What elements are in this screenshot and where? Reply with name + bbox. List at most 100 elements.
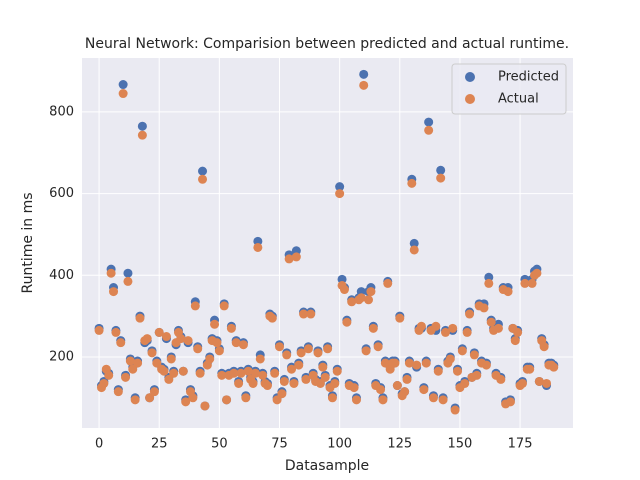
x-tick-label: 100 <box>327 437 352 452</box>
point <box>481 360 491 370</box>
point <box>296 348 306 358</box>
point <box>164 374 174 384</box>
point <box>493 323 503 333</box>
point <box>243 366 253 376</box>
point <box>368 323 378 333</box>
point <box>121 372 131 382</box>
point <box>438 395 448 405</box>
point <box>190 301 200 311</box>
point <box>400 387 410 397</box>
point <box>118 89 128 99</box>
point <box>424 125 434 135</box>
point <box>130 395 140 405</box>
point <box>373 342 383 352</box>
point <box>181 397 191 407</box>
point <box>109 287 119 297</box>
point <box>137 130 147 140</box>
point <box>255 354 265 364</box>
point <box>339 285 349 295</box>
point <box>527 278 537 288</box>
point <box>332 366 342 376</box>
point <box>462 327 472 337</box>
point <box>503 287 513 297</box>
point <box>484 278 494 288</box>
x-tick-label: 175 <box>508 437 533 452</box>
point <box>159 366 169 376</box>
point <box>376 385 386 395</box>
point <box>248 378 258 388</box>
point <box>320 372 330 382</box>
point <box>457 346 467 356</box>
point <box>525 364 535 374</box>
point <box>407 178 417 188</box>
x-tick-label: 150 <box>448 437 473 452</box>
point <box>161 332 171 342</box>
point <box>154 327 164 337</box>
point <box>445 354 455 364</box>
point <box>421 358 431 368</box>
point <box>99 378 109 388</box>
point <box>440 327 450 337</box>
point <box>210 319 220 329</box>
point <box>433 366 443 376</box>
point <box>416 321 426 331</box>
point <box>111 327 121 337</box>
point <box>359 69 369 79</box>
point <box>513 327 523 337</box>
point <box>133 358 143 368</box>
point <box>402 374 412 384</box>
point <box>287 364 297 374</box>
point <box>412 360 422 370</box>
point <box>214 346 224 356</box>
legend-box <box>451 63 567 115</box>
point <box>226 323 236 333</box>
point <box>94 325 104 335</box>
x-axis-label: Datasample <box>285 458 369 474</box>
y-tick-label: 400 <box>49 268 74 283</box>
point <box>356 293 366 303</box>
point <box>123 268 133 278</box>
point <box>212 338 222 348</box>
point <box>125 356 135 366</box>
x-tick-label: 25 <box>151 437 168 452</box>
point <box>301 374 311 384</box>
point <box>200 401 210 411</box>
point <box>330 378 340 388</box>
point <box>176 334 186 344</box>
point <box>253 242 263 252</box>
point <box>198 174 208 184</box>
legend: Predicted Actual <box>451 63 567 115</box>
point <box>222 395 232 405</box>
point <box>272 395 282 405</box>
point <box>534 376 544 386</box>
point <box>116 338 126 348</box>
point <box>106 268 116 278</box>
point <box>104 370 114 380</box>
point <box>469 350 479 360</box>
point <box>335 182 345 192</box>
point <box>231 338 241 348</box>
point <box>539 342 549 352</box>
point <box>390 358 400 368</box>
point <box>479 303 489 313</box>
x-tick-label: 75 <box>271 437 288 452</box>
point <box>404 358 414 368</box>
point <box>424 117 434 127</box>
point <box>149 387 159 397</box>
point <box>166 354 176 364</box>
point <box>241 393 251 403</box>
y-axis-label: Runtime in ms <box>20 192 36 293</box>
point <box>142 334 152 344</box>
point <box>361 346 371 356</box>
point <box>195 368 205 378</box>
point <box>145 393 155 403</box>
point <box>238 340 248 350</box>
point <box>118 80 128 90</box>
point <box>347 297 357 307</box>
point <box>486 317 496 327</box>
point <box>318 362 328 372</box>
point <box>258 370 268 380</box>
point <box>183 336 193 346</box>
point <box>323 344 333 354</box>
